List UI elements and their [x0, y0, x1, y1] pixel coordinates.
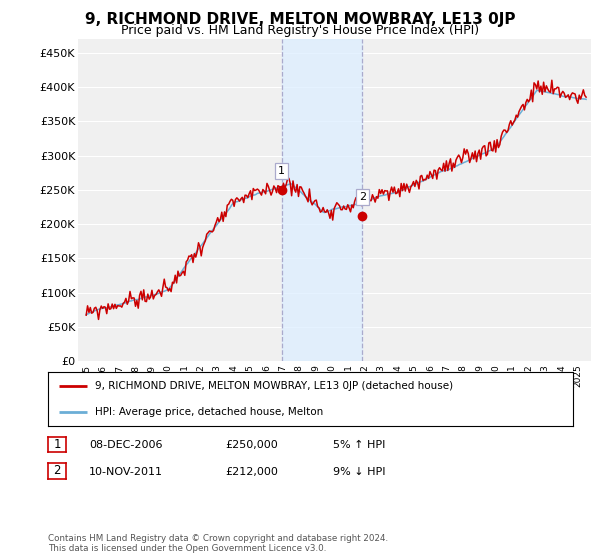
- Text: 1: 1: [278, 166, 285, 176]
- Text: HPI: Average price, detached house, Melton: HPI: Average price, detached house, Melt…: [95, 407, 323, 417]
- Text: 9, RICHMOND DRIVE, MELTON MOWBRAY, LE13 0JP: 9, RICHMOND DRIVE, MELTON MOWBRAY, LE13 …: [85, 12, 515, 27]
- Text: £212,000: £212,000: [225, 466, 278, 477]
- Text: 1: 1: [53, 438, 61, 451]
- Text: 5% ↑ HPI: 5% ↑ HPI: [333, 440, 385, 450]
- Text: 2: 2: [359, 192, 366, 202]
- Text: 2: 2: [53, 464, 61, 478]
- Text: 9, RICHMOND DRIVE, MELTON MOWBRAY, LE13 0JP (detached house): 9, RICHMOND DRIVE, MELTON MOWBRAY, LE13 …: [95, 381, 454, 391]
- Text: 10-NOV-2011: 10-NOV-2011: [89, 466, 163, 477]
- Text: 9% ↓ HPI: 9% ↓ HPI: [333, 466, 386, 477]
- Text: Contains HM Land Registry data © Crown copyright and database right 2024.
This d: Contains HM Land Registry data © Crown c…: [48, 534, 388, 553]
- Text: £250,000: £250,000: [225, 440, 278, 450]
- Text: 08-DEC-2006: 08-DEC-2006: [89, 440, 162, 450]
- Bar: [281, 39, 362, 361]
- Text: Price paid vs. HM Land Registry's House Price Index (HPI): Price paid vs. HM Land Registry's House …: [121, 24, 479, 37]
